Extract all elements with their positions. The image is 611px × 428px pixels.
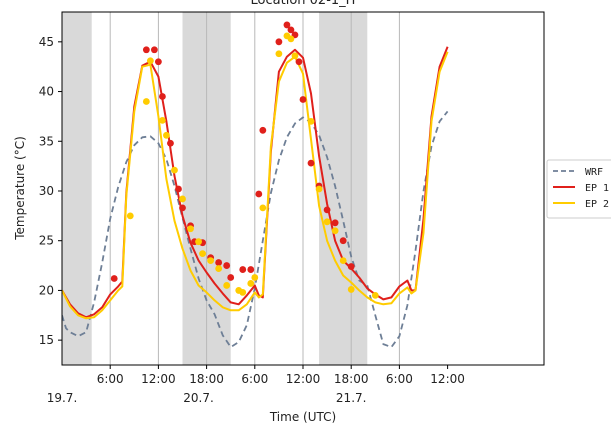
series-points (110, 21, 379, 299)
data-point-ep1 (223, 262, 231, 269)
data-point-ep1 (307, 159, 315, 167)
data-point-ep1 (159, 93, 166, 100)
x-tick-label: 6:00 (386, 372, 413, 386)
data-point-ep1 (347, 263, 355, 270)
data-point-ep1 (215, 259, 223, 266)
x-tick-label: 18:00 (334, 372, 369, 386)
data-point-ep1 (299, 96, 307, 103)
legend-label-ep1: EP 1 (585, 183, 609, 194)
y-tick-label: 45 (39, 35, 54, 49)
shaded-band-2 (319, 12, 368, 365)
data-point-ep1 (239, 266, 247, 273)
data-point-ep2 (339, 257, 347, 264)
date-label: 20.7. (183, 391, 214, 405)
data-point-ep1 (255, 190, 263, 198)
x-tick-label: 12:00 (286, 372, 321, 386)
data-point-ep2 (215, 265, 223, 272)
data-point-ep2 (239, 289, 247, 296)
x-axis-ticks: 6:00 12:00 18:00 6:00 12:00 18:00 6:00 12:00 (97, 365, 465, 386)
data-point-ep2 (287, 35, 295, 43)
data-point-ep1 (110, 275, 118, 282)
data-point-ep1 (247, 266, 255, 273)
y-tick-label: 25 (39, 234, 54, 248)
data-point-ep1 (175, 185, 182, 193)
data-point-ep2 (251, 274, 259, 281)
x-tick-label: 12:00 (141, 372, 176, 386)
y-axis-ticks: 15 20 25 30 35 40 45 (39, 35, 62, 347)
legend-label-ep2: EP 2 (585, 199, 609, 210)
data-point-ep2 (247, 280, 255, 287)
series-lines (62, 46, 449, 348)
date-labels: 19.7. 20.7. 21.7. (47, 391, 367, 405)
data-point-ep2 (187, 225, 194, 233)
series-line-ep-2 (62, 51, 449, 320)
y-tick-label: 30 (39, 184, 54, 198)
date-label: 19.7. (47, 391, 78, 405)
data-point-ep2 (331, 227, 339, 235)
data-point-ep1 (179, 204, 186, 212)
data-point-ep1 (150, 46, 158, 54)
legend: WRF EP 1 EP 2 (546, 159, 611, 219)
y-tick-label: 15 (39, 333, 54, 347)
data-point-ep2 (195, 238, 202, 246)
data-point-ep2 (171, 166, 178, 174)
data-point-ep2 (159, 116, 166, 124)
data-point-ep2 (259, 204, 267, 212)
x-tick-label: 6:00 (241, 372, 268, 386)
x-axis-label: Time (UTC) (269, 410, 336, 424)
data-point-ep1 (259, 126, 267, 134)
series-line-wrf (62, 110, 449, 348)
y-tick-label: 40 (39, 85, 54, 99)
chart-title: Location 02-1_H (251, 0, 356, 8)
data-point-ep1 (323, 206, 331, 214)
data-point-ep2 (275, 50, 283, 58)
y-tick-label: 35 (39, 134, 54, 148)
data-point-ep1 (295, 58, 303, 66)
x-tick-label: 12:00 (430, 372, 465, 386)
data-point-ep1 (155, 58, 162, 66)
data-point-ep2 (146, 57, 154, 65)
data-point-ep1 (283, 21, 291, 29)
y-axis-label: Temperature (°C) (13, 136, 27, 241)
data-point-ep2 (291, 52, 299, 60)
data-point-ep1 (227, 274, 235, 281)
shaded-band-0 (62, 12, 92, 365)
data-point-ep1 (331, 219, 339, 227)
data-point-ep2 (126, 212, 134, 220)
data-point-ep1 (339, 237, 347, 245)
data-point-ep2 (163, 131, 170, 139)
data-point-ep2 (315, 185, 323, 193)
x-tick-label: 6:00 (97, 372, 124, 386)
x-tick-label: 18:00 (189, 372, 224, 386)
y-tick-label: 20 (39, 283, 54, 297)
data-point-ep2 (142, 98, 150, 105)
data-point-ep1 (287, 26, 295, 34)
date-label: 21.7. (336, 391, 367, 405)
data-point-ep2 (323, 218, 331, 226)
data-point-ep2 (307, 117, 315, 125)
data-point-ep2 (199, 250, 206, 258)
data-point-ep1 (142, 46, 150, 54)
data-point-ep2 (207, 257, 215, 264)
vertical-gridlines (109, 12, 400, 365)
data-point-ep2 (371, 291, 379, 299)
data-point-ep2 (179, 195, 186, 203)
data-point-ep2 (347, 286, 355, 293)
data-point-ep1 (167, 139, 174, 147)
data-point-ep1 (275, 38, 283, 46)
data-point-ep2 (223, 282, 231, 289)
legend-label-wrf: WRF (585, 167, 603, 178)
